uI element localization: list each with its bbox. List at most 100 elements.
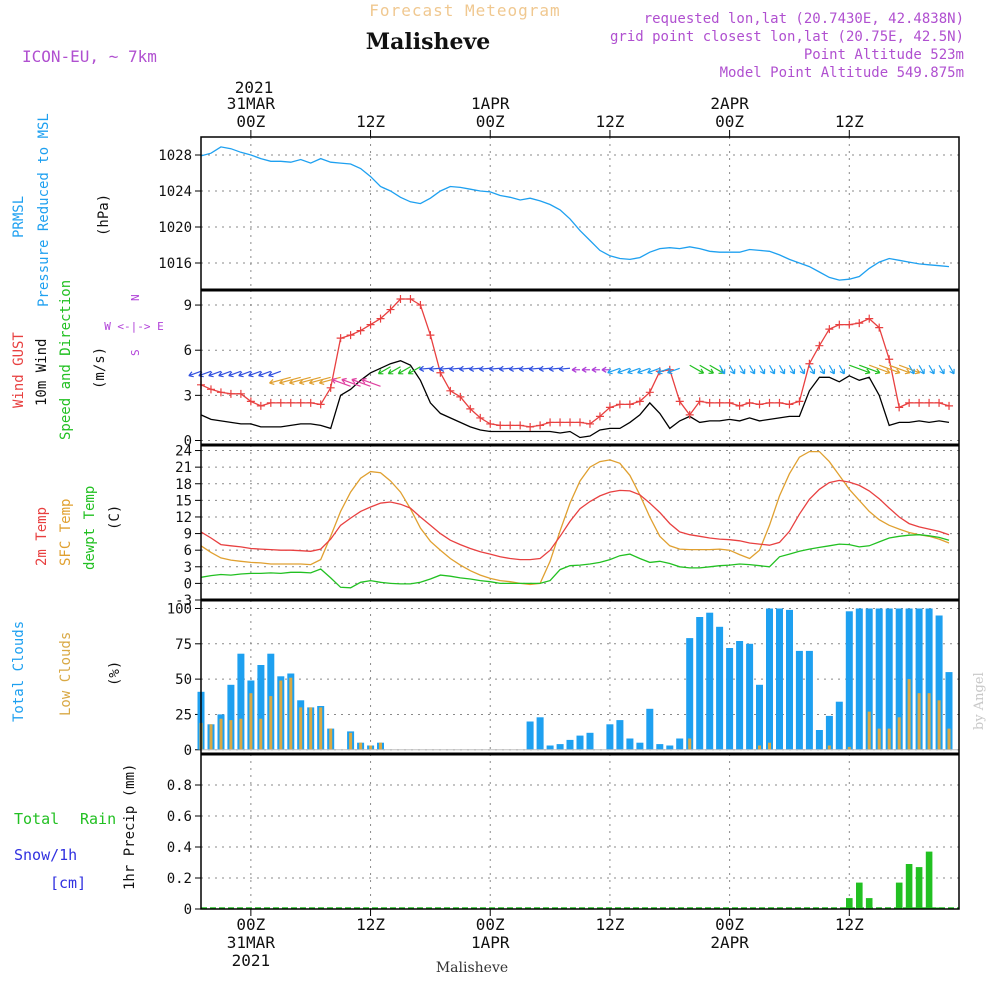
gust-point	[895, 403, 904, 412]
total-cloud-bar	[616, 720, 624, 750]
ytick-label-precip: 0.2	[167, 871, 192, 887]
wind-arrow	[798, 364, 806, 375]
wind-arrow	[238, 370, 252, 378]
label-speed-dir: Speed and Direction	[58, 280, 74, 440]
label-wind-gust: Wind GUST	[11, 332, 27, 408]
gust-point	[246, 397, 255, 406]
series-dewpt-temp	[200, 534, 950, 589]
wind-arrow	[898, 364, 921, 375]
low-cloud-bar	[319, 707, 323, 750]
low-cloud-bar	[329, 728, 333, 750]
gust-point	[276, 398, 285, 407]
wind-arrow	[888, 364, 911, 375]
gust-point	[486, 419, 495, 428]
wind-arrow	[548, 365, 561, 372]
total-cloud-bar	[666, 745, 674, 750]
gust-point	[915, 398, 924, 407]
xtick-top-date: 31MAR	[227, 94, 276, 113]
ytick-label-clouds: 100	[167, 601, 192, 617]
total-cloud-bar	[746, 643, 754, 750]
ytick-label-temp: 6	[184, 543, 192, 559]
ytick-label-wind: 0	[184, 433, 192, 449]
low-cloud-bar	[758, 745, 761, 750]
gust-point	[346, 331, 355, 340]
wind-arrow	[818, 364, 826, 375]
low-cloud-bar	[827, 745, 831, 750]
total-cloud-bar	[646, 708, 654, 750]
total-cloud-bar	[227, 684, 235, 750]
wind-arrow	[768, 364, 776, 375]
wind-arrow	[627, 367, 641, 375]
wind-arrow	[647, 367, 660, 375]
wind-arrow	[268, 370, 281, 378]
total-cloud-bar	[586, 732, 594, 750]
wind-arrow	[318, 376, 341, 385]
wind-arrow	[289, 376, 311, 385]
ytick-label-pressure: 1028	[158, 148, 192, 164]
wind-arrow	[928, 364, 935, 375]
total-cloud-bar	[925, 608, 933, 750]
gust-point	[945, 401, 954, 410]
location-title: Malisheve	[366, 29, 490, 55]
total-cloud-bar	[546, 745, 554, 750]
xtick-bottom-hour: 00Z	[715, 915, 744, 934]
total-cloud-bar	[526, 721, 534, 750]
label-ms: (m/s)	[92, 347, 108, 389]
wind-arrow	[719, 364, 726, 375]
series-sfc-temp	[200, 450, 950, 586]
rain-bar	[865, 898, 873, 909]
xtick-bottom-hour: 00Z	[236, 915, 265, 934]
gust-point	[925, 398, 934, 407]
total-cloud-bar	[706, 612, 714, 750]
gust-point	[396, 295, 405, 304]
wind-arrow	[498, 365, 511, 372]
ytick-label-clouds: 25	[175, 707, 192, 723]
low-cloud-bar	[249, 693, 253, 750]
wind-arrow	[458, 365, 471, 372]
low-cloud-bar	[897, 717, 901, 750]
gust-point	[615, 400, 624, 409]
low-cloud-bar	[289, 677, 293, 750]
low-cloud-bar	[279, 680, 283, 750]
total-cloud-bar	[865, 608, 873, 750]
wind-arrow	[729, 364, 736, 375]
total-cloud-bar	[536, 717, 544, 750]
wind-arrow	[869, 364, 891, 375]
low-cloud-bar	[688, 738, 692, 750]
low-cloud-bar	[299, 707, 303, 750]
total-cloud-bar	[237, 653, 245, 750]
total-cloud-bar	[776, 608, 783, 750]
total-cloud-bar	[855, 608, 863, 750]
wind-arrow	[269, 376, 291, 385]
low-cloud-bar	[887, 728, 891, 750]
wind-arrow	[397, 366, 411, 375]
bottom-location: Malisheve	[436, 960, 508, 976]
gust-point	[536, 421, 545, 430]
rain-bar	[925, 851, 933, 909]
wind-arrow	[778, 364, 786, 375]
xtick-bottom-hour: 12Z	[835, 915, 864, 934]
wind-arrow	[439, 365, 451, 372]
wind-arrow	[361, 377, 381, 387]
label-10m-wind: 10m Wind	[34, 339, 50, 406]
low-cloud-bar	[927, 693, 931, 750]
rain-bar	[856, 882, 863, 909]
gust-point	[635, 397, 644, 406]
label-1hr-precip: 1hr Precip (mm)	[122, 764, 138, 890]
low-cloud-bar	[239, 718, 243, 750]
wind-arrow	[248, 370, 262, 378]
wind-arrow	[637, 367, 651, 375]
wind-arrow	[518, 365, 531, 372]
label-prmsl: PRMSL	[11, 196, 27, 238]
ytick-label-temp: 12	[175, 510, 192, 526]
xtick-top-hour: 12Z	[835, 112, 864, 131]
xtick-top-hour: 12Z	[356, 112, 385, 131]
label-total-clouds: Total Clouds	[11, 621, 27, 722]
label-sfc-temp: SFC Temp	[58, 499, 74, 566]
wind-arrow	[617, 367, 631, 375]
series-prmsl	[200, 146, 950, 281]
wind-arrow	[188, 370, 202, 378]
top-year: 2021	[235, 78, 274, 97]
wind-arrow	[689, 364, 705, 374]
